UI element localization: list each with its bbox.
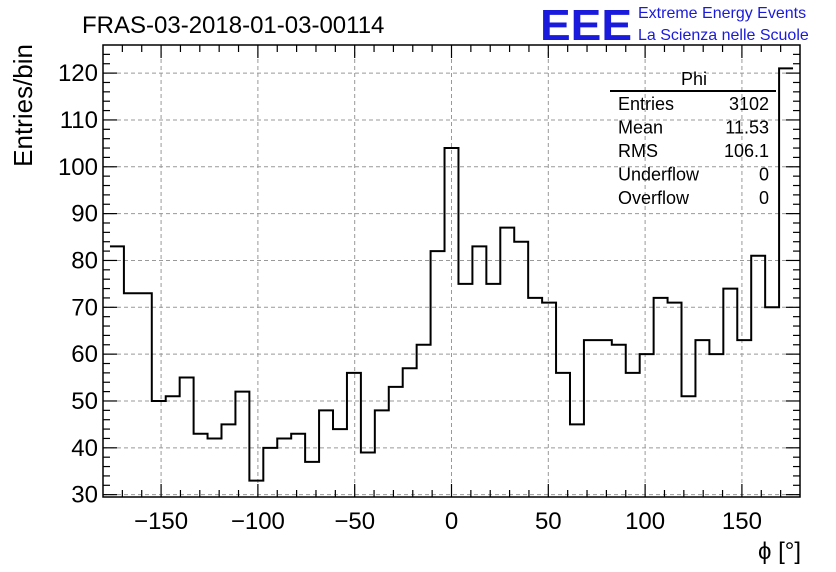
histogram-bin xyxy=(319,410,333,497)
x-tick-label: −150 xyxy=(134,508,188,535)
histogram-bin xyxy=(305,462,319,497)
y-tick-label: 120 xyxy=(58,60,98,87)
y-tick-labels: 30 40 50 60 70 80 90 100 110 120 xyxy=(58,60,98,509)
histogram-bin xyxy=(723,289,737,497)
stats-row: Mean 11.53 xyxy=(618,118,769,138)
histogram-bin xyxy=(709,354,723,497)
stats-row: Entries 3102 xyxy=(618,94,769,114)
stats-row-value: 11.53 xyxy=(725,118,769,138)
histogram-bin xyxy=(166,396,180,497)
x-tick-label: −50 xyxy=(334,508,375,535)
stats-row-value: 0 xyxy=(759,165,769,185)
x-tick-label: −100 xyxy=(231,508,285,535)
histogram-bin xyxy=(751,256,765,497)
eee-logo: EEE Extreme Energy Events La Scienza nel… xyxy=(540,1,809,50)
histogram-bin xyxy=(445,148,459,497)
stats-row-value: 0 xyxy=(759,188,769,208)
histogram-bin xyxy=(138,293,152,497)
y-tick-label: 90 xyxy=(71,201,98,228)
histogram-bin xyxy=(765,307,779,497)
histogram-bin xyxy=(291,434,305,497)
eee-logo-mark: EEE xyxy=(540,1,632,50)
histogram-bin xyxy=(221,424,235,497)
y-tick-label: 110 xyxy=(60,107,98,134)
grid-lines xyxy=(103,45,800,497)
stats-row: Overflow 0 xyxy=(618,188,769,208)
histogram-bin xyxy=(598,340,612,497)
histogram-bin xyxy=(277,438,291,497)
stats-row-label: Overflow xyxy=(618,188,690,208)
stats-row-label: Entries xyxy=(618,94,674,114)
histogram-bin xyxy=(570,424,584,497)
eee-logo-line2: La Scienza nelle Scuole xyxy=(638,27,809,44)
x-tick-label: 100 xyxy=(625,508,665,535)
histogram-bin xyxy=(194,434,208,497)
histogram-bars xyxy=(109,67,794,497)
stats-row: RMS 106.1 xyxy=(618,141,769,161)
histogram-bin xyxy=(737,340,751,497)
histogram-bin xyxy=(431,251,445,497)
x-tick-labels: −150 −100 −50 0 50 100 150 xyxy=(134,508,762,535)
histogram-bin xyxy=(333,429,347,497)
chart-title: FRAS-03-2018-01-03-00114 xyxy=(82,12,384,39)
y-axis-label: Entries/bin xyxy=(8,44,38,167)
histogram-bin xyxy=(695,340,709,497)
histogram-bin xyxy=(528,298,542,497)
histogram-bin xyxy=(249,481,263,497)
stats-title: Phi xyxy=(681,69,707,89)
histogram-bin xyxy=(180,378,194,497)
y-tick-label: 50 xyxy=(71,388,98,415)
eee-logo-line1: Extreme Energy Events xyxy=(638,5,806,22)
histogram-bin xyxy=(584,340,598,497)
histogram-bin xyxy=(263,448,277,497)
stats-row-value: 3102 xyxy=(729,94,769,114)
histogram-bin xyxy=(682,396,696,497)
y-tick-label: 70 xyxy=(71,294,98,321)
histogram-bin xyxy=(403,368,417,497)
y-tick-label: 80 xyxy=(71,247,98,274)
histogram-bin xyxy=(417,345,431,497)
histogram-bin xyxy=(361,453,375,497)
histogram-bin xyxy=(514,242,528,497)
histogram-bin xyxy=(458,284,472,497)
histogram-bin xyxy=(110,246,124,497)
histogram-bin xyxy=(654,298,668,497)
histogram-bin xyxy=(542,303,556,497)
stats-row-label: Mean xyxy=(618,118,663,138)
stats-row-label: Underflow xyxy=(618,165,700,185)
histogram-bin xyxy=(152,401,166,497)
x-tick-label: 150 xyxy=(722,508,762,535)
stats-row-label: RMS xyxy=(618,141,658,161)
histogram-bin xyxy=(612,345,626,497)
histogram-bin xyxy=(375,410,389,497)
histogram-bin xyxy=(208,438,222,497)
histogram-outline xyxy=(109,67,794,482)
histogram-bin xyxy=(556,373,570,497)
y-tick-label: 60 xyxy=(71,341,98,368)
x-axis-label: ϕ [°] xyxy=(758,538,801,565)
histogram-bin xyxy=(668,303,682,497)
stats-row: Underflow 0 xyxy=(618,165,769,185)
histogram-bin xyxy=(486,284,500,497)
histogram-bin xyxy=(235,392,249,497)
histogram-bin xyxy=(640,354,654,497)
histogram-bin xyxy=(347,373,361,497)
y-tick-label: 100 xyxy=(58,154,98,181)
histogram-bin xyxy=(500,228,514,497)
stats-box: Phi Entries 3102 Mean 11.53 RMS 106.1 Underflo… xyxy=(610,69,776,208)
x-tick-label: 50 xyxy=(535,508,562,535)
y-tick-label: 30 xyxy=(71,482,98,509)
stats-row-value: 106.1 xyxy=(724,141,769,161)
histogram-bin xyxy=(472,246,486,497)
histogram-bin xyxy=(124,293,138,497)
histogram-bin xyxy=(626,373,640,497)
histogram-bin xyxy=(779,68,793,497)
y-tick-label: 40 xyxy=(71,435,98,462)
histogram-bin xyxy=(389,387,403,497)
axes xyxy=(102,44,801,498)
x-tick-label: 0 xyxy=(445,508,458,535)
